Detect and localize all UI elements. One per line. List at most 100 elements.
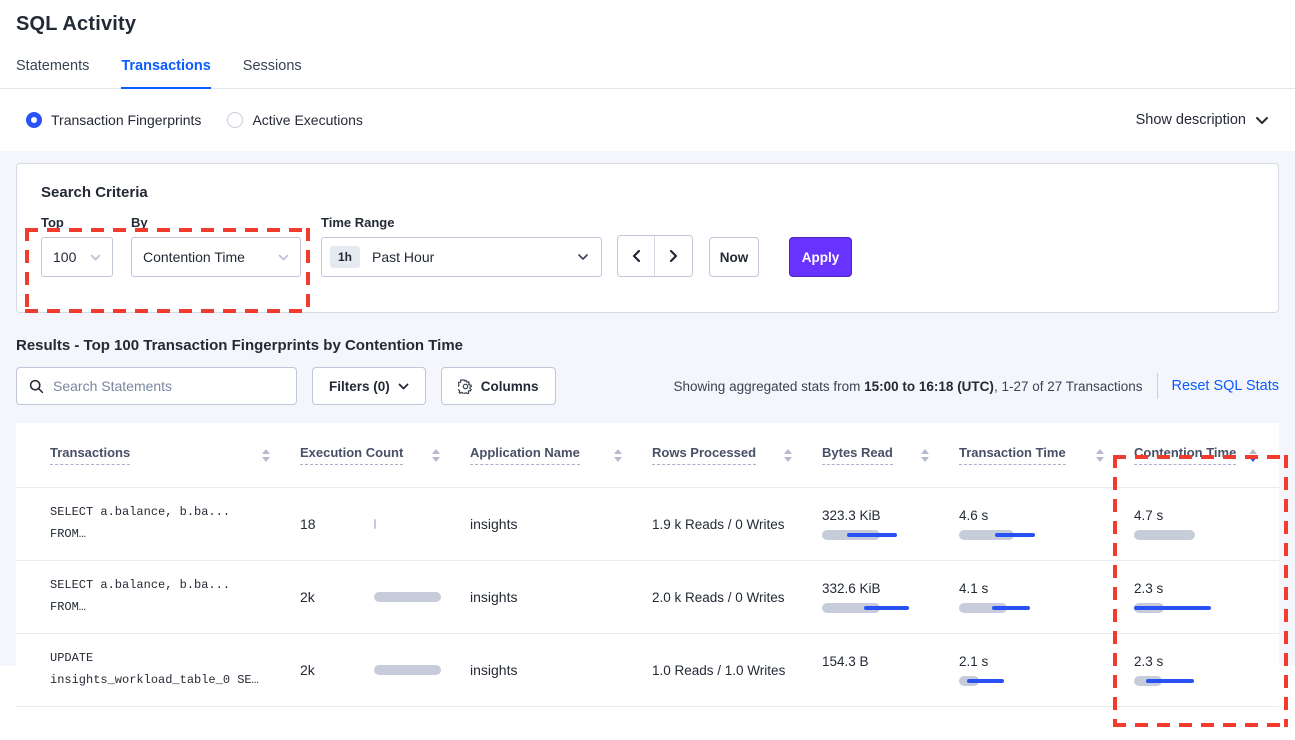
sql-line: FROM… xyxy=(50,600,87,614)
table-row: UPDATE insights_workload_table_0 SE… 2k ins… xyxy=(16,634,1279,707)
sort-asc-icon xyxy=(1249,448,1257,454)
filters-button[interactable]: Filters (0) xyxy=(312,367,426,405)
metric-bar xyxy=(959,530,1014,540)
sql-line: FROM… xyxy=(50,527,87,541)
results-table: Transactions Execution Count Application N… xyxy=(16,423,1279,723)
cell-contention-time: 4.7 s xyxy=(1118,508,1271,540)
contention-time-bar xyxy=(1134,603,1254,613)
metric-line xyxy=(995,533,1035,537)
transaction-time-bar xyxy=(959,530,1069,540)
search-statements-box xyxy=(16,367,297,405)
metric-line xyxy=(992,606,1030,610)
cell-bytes-read: 154.3 B xyxy=(806,654,943,686)
column-header-bytes-read[interactable]: Bytes Read xyxy=(806,445,943,465)
sql-line: SELECT a.balance, b.ba... xyxy=(50,578,231,593)
sort-desc-icon xyxy=(614,456,622,462)
column-header-transaction-time[interactable]: Transaction Time xyxy=(943,445,1118,465)
column-header-label: Transaction Time xyxy=(959,445,1066,465)
now-button[interactable]: Now xyxy=(709,237,759,277)
by-select[interactable]: Contention Time xyxy=(131,237,301,277)
by-field: By Contention Time xyxy=(131,215,301,277)
transaction-time-bar xyxy=(959,676,1069,686)
cell-transaction-time: 4.6 s xyxy=(943,508,1118,540)
radio-active-executions[interactable]: Active Executions xyxy=(227,112,363,128)
contention-time-value: 2.3 s xyxy=(1134,581,1164,596)
time-range-badge: 1h xyxy=(330,246,361,268)
bytes-read-value: 154.3 B xyxy=(822,654,869,669)
search-criteria-panel: Search Criteria Top 100 By Contention Ti… xyxy=(16,163,1279,313)
transaction-time-value: 4.1 s xyxy=(959,581,989,596)
sort-icon xyxy=(262,448,270,462)
top-select[interactable]: 100 xyxy=(41,237,113,277)
time-range-select[interactable]: 1h Past Hour xyxy=(321,237,602,277)
time-range-arrows xyxy=(617,235,693,277)
chevron-down-icon xyxy=(398,383,409,389)
view-toggle-group: Transaction Fingerprints Active Executio… xyxy=(26,112,363,128)
metric-bar xyxy=(1134,530,1195,540)
column-header-rows-processed[interactable]: Rows Processed xyxy=(636,445,806,465)
cell-bytes-read: 323.3 KiB xyxy=(806,508,943,540)
search-statements-input[interactable] xyxy=(53,378,284,394)
cell-transaction-time: 2.1 s xyxy=(943,654,1118,686)
metric-bar xyxy=(822,603,880,613)
application-name-cell: insights xyxy=(470,589,518,605)
divider xyxy=(1156,373,1158,399)
radio-transaction-fingerprints[interactable]: Transaction Fingerprints xyxy=(26,112,201,128)
radio-label: Active Executions xyxy=(252,112,363,128)
transaction-time-bar xyxy=(959,603,1069,613)
bytes-read-bar xyxy=(822,676,922,686)
tab-statements[interactable]: Statements xyxy=(16,58,90,74)
transaction-fingerprint-link[interactable]: SELECT a.balance, b.ba... FROM… xyxy=(34,502,284,545)
reset-sql-stats-link[interactable]: Reset SQL Stats xyxy=(1171,378,1279,394)
application-name-cell: insights xyxy=(470,662,518,678)
filters-label: Filters (0) xyxy=(329,378,390,394)
sort-asc-icon xyxy=(921,448,929,454)
tab-sessions[interactable]: Sessions xyxy=(242,58,302,74)
column-header-label: Execution Count xyxy=(300,445,404,465)
transaction-fingerprint-link[interactable]: UPDATE insights_workload_table_0 SE… xyxy=(34,648,284,691)
column-header-application-name[interactable]: Application Name xyxy=(454,445,636,465)
radio-label: Transaction Fingerprints xyxy=(51,112,202,128)
sort-asc-icon xyxy=(1096,448,1104,454)
execution-count-bar xyxy=(374,592,441,602)
sql-line: insights_workload_table_0 SE… xyxy=(50,673,259,687)
chevron-left-icon xyxy=(632,249,640,263)
transaction-time-value: 4.6 s xyxy=(959,508,989,523)
execution-count-value: 2k xyxy=(300,589,315,605)
table-row: SELECT a.balance, b.ba... FROM… 2k insights… xyxy=(16,561,1279,634)
gear-icon xyxy=(457,378,472,394)
sort-desc-icon xyxy=(262,456,270,462)
metric-line xyxy=(1146,679,1194,683)
column-header-label: Rows Processed xyxy=(652,445,757,465)
sort-icon xyxy=(432,448,440,462)
sort-desc-icon xyxy=(1096,456,1104,462)
previous-time-button[interactable] xyxy=(618,236,655,276)
sort-icon xyxy=(1249,448,1257,462)
column-header-contention-time[interactable]: Contention Time xyxy=(1118,445,1271,465)
show-description-toggle[interactable]: Show description xyxy=(1136,112,1269,128)
top-field: Top 100 xyxy=(41,215,113,277)
aggregated-stats: Showing aggregated stats from 15:00 to 1… xyxy=(674,373,1279,399)
radio-selected-icon xyxy=(26,112,42,128)
page-title: SQL Activity xyxy=(16,13,137,35)
transaction-fingerprint-link[interactable]: SELECT a.balance, b.ba... FROM… xyxy=(34,575,284,618)
time-range-field: Time Range 1h Past Hour xyxy=(321,215,602,277)
contention-time-bar xyxy=(1134,676,1254,686)
cell-bytes-read: 332.6 KiB xyxy=(806,581,943,613)
cell-transaction-time: 4.1 s xyxy=(943,581,1118,613)
results-toolbar: Filters (0) Columns Showing aggregated s… xyxy=(16,367,1279,405)
bytes-read-bar xyxy=(822,603,922,613)
bytes-read-bar xyxy=(822,530,922,540)
chevron-down-icon xyxy=(90,254,101,260)
columns-button[interactable]: Columns xyxy=(440,367,556,405)
chevron-down-icon xyxy=(278,254,289,260)
column-header-execution-count[interactable]: Execution Count xyxy=(284,445,454,465)
next-time-button[interactable] xyxy=(655,236,692,276)
apply-button[interactable]: Apply xyxy=(789,237,852,277)
column-header-transactions[interactable]: Transactions xyxy=(34,445,284,465)
tab-transactions[interactable]: Transactions xyxy=(121,58,211,89)
chevron-right-icon xyxy=(669,249,678,263)
execution-count-value: 18 xyxy=(300,516,316,532)
by-label: By xyxy=(131,215,148,230)
contention-time-bar xyxy=(1134,530,1254,540)
